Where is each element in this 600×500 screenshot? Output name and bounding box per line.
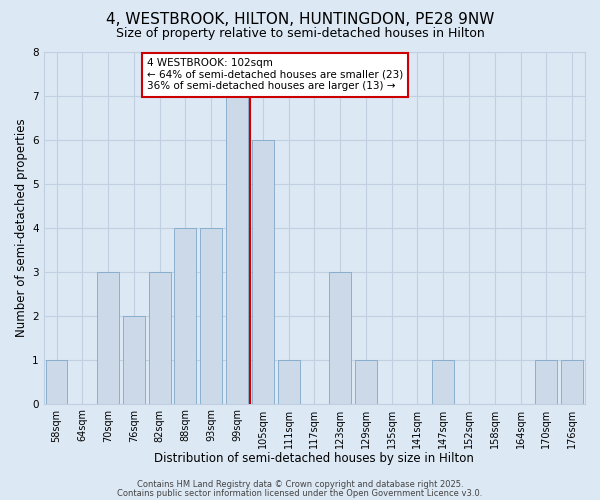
Bar [278, 360, 299, 404]
Text: 4 WESTBROOK: 102sqm
← 64% of semi-detached houses are smaller (23)
36% of semi-d: 4 WESTBROOK: 102sqm ← 64% of semi-detach… [147, 58, 403, 92]
Bar [535, 360, 557, 404]
Text: Size of property relative to semi-detached houses in Hilton: Size of property relative to semi-detach… [116, 28, 484, 40]
Bar [355, 360, 377, 404]
Bar [252, 140, 274, 404]
X-axis label: Distribution of semi-detached houses by size in Hilton: Distribution of semi-detached houses by … [154, 452, 474, 465]
Bar [432, 360, 454, 404]
Bar [149, 272, 170, 404]
Bar [200, 228, 222, 404]
Text: Contains public sector information licensed under the Open Government Licence v3: Contains public sector information licen… [118, 488, 482, 498]
Text: Contains HM Land Registry data © Crown copyright and database right 2025.: Contains HM Land Registry data © Crown c… [137, 480, 463, 489]
Bar [123, 316, 145, 404]
Bar [97, 272, 119, 404]
Text: 4, WESTBROOK, HILTON, HUNTINGDON, PE28 9NW: 4, WESTBROOK, HILTON, HUNTINGDON, PE28 9… [106, 12, 494, 28]
Bar [175, 228, 196, 404]
Bar [226, 96, 248, 404]
Bar [329, 272, 351, 404]
Bar [561, 360, 583, 404]
Bar [46, 360, 67, 404]
Y-axis label: Number of semi-detached properties: Number of semi-detached properties [15, 118, 28, 337]
